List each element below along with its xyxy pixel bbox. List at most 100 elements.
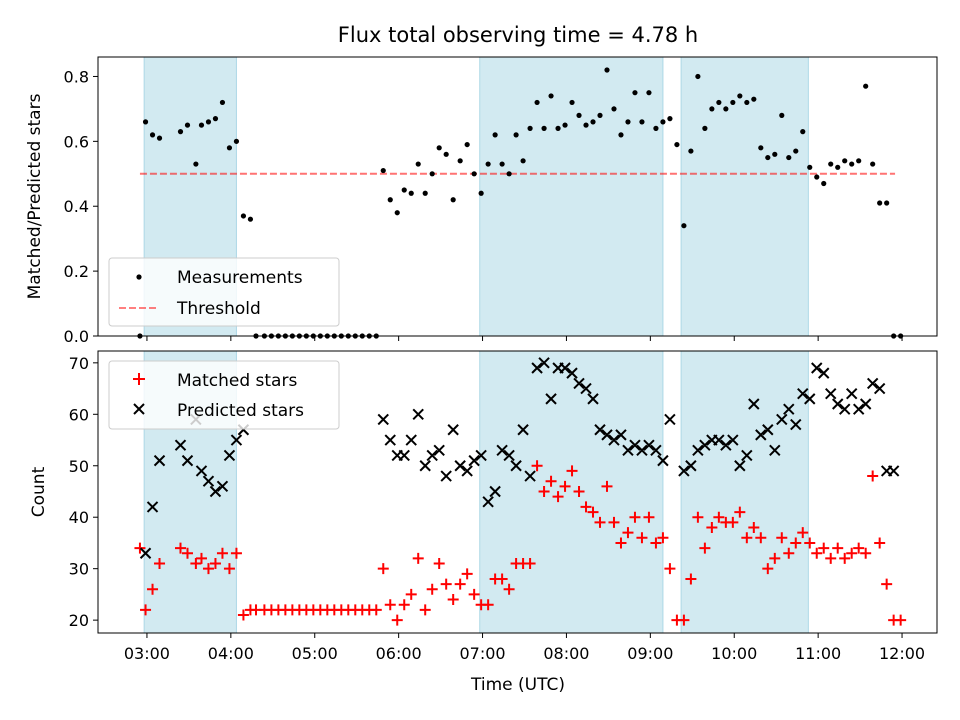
matched-star-point	[860, 547, 872, 559]
measurement-point	[814, 174, 820, 180]
matched-star-point	[790, 537, 802, 549]
predicted-star-point	[531, 362, 543, 374]
predicted-star-point	[608, 434, 620, 446]
matched-star-point	[566, 465, 578, 477]
matched-star-point	[175, 542, 187, 554]
matched-star-point	[134, 542, 146, 554]
measurement-point	[408, 190, 414, 196]
measurement-point	[429, 171, 435, 177]
matched-star-point	[384, 599, 396, 611]
observing-interval-shade	[479, 350, 664, 634]
matched-star-point	[552, 491, 564, 503]
top-x-ticks	[146, 336, 903, 341]
predicted-star-point	[762, 424, 774, 436]
legend-measurements-marker	[136, 274, 142, 280]
matched-star-point	[755, 532, 767, 544]
measurement-point	[807, 164, 813, 170]
measurement-point	[534, 99, 540, 106]
matched-star-point	[650, 537, 662, 549]
predicted-star-point	[146, 501, 159, 513]
predicted-star-point	[594, 424, 606, 436]
measurement-point	[751, 96, 757, 102]
predicted-star-point	[629, 439, 641, 451]
measurement-point	[380, 167, 386, 174]
matched-star-point	[804, 537, 816, 549]
measurement-point	[744, 99, 750, 106]
predicted-star-point	[545, 393, 557, 405]
measurement-point	[737, 93, 743, 99]
predicted-star-point	[664, 413, 676, 426]
measurement-point	[415, 161, 421, 167]
predicted-star-point	[524, 470, 536, 482]
predicted-star-point	[517, 424, 529, 436]
x-tick-label: 11:00	[795, 644, 841, 663]
predicted-star-point	[692, 444, 704, 457]
matched-star-point	[426, 583, 438, 595]
matched-star-point	[636, 532, 648, 544]
predicted-star-point	[650, 444, 662, 457]
predicted-star-point	[209, 485, 222, 498]
measurement-point	[772, 151, 778, 157]
predicted-star-point	[580, 382, 592, 395]
y-tick-label: 30	[69, 560, 89, 579]
measurement-point	[758, 145, 764, 151]
predicted-star-point	[887, 465, 900, 477]
bottom-y-axis-label: Count	[29, 466, 49, 517]
matched-star-point	[412, 552, 424, 564]
matched-star-point	[468, 588, 480, 600]
predicted-star-point	[377, 413, 389, 426]
matched-star-point	[811, 547, 823, 559]
matched-star-point	[776, 532, 788, 544]
measurement-point	[394, 210, 400, 216]
measurement-point	[212, 116, 219, 122]
matched-star-point	[853, 542, 865, 554]
x-tick-label: 05:00	[292, 644, 338, 663]
measurement-point	[576, 112, 582, 118]
predicted-star-point	[216, 480, 229, 493]
predicted-star-point	[811, 362, 823, 374]
matched-star-point	[657, 532, 669, 544]
matched-star-point	[398, 599, 410, 611]
predicted-star-point	[825, 388, 837, 400]
measurement-point	[555, 125, 561, 131]
measurement-point	[667, 116, 673, 122]
measurement-point	[611, 106, 617, 112]
measurement-point	[870, 161, 876, 167]
measurement-point	[618, 132, 624, 138]
y-tick-label: 40	[69, 508, 89, 527]
measurement-point	[800, 129, 806, 135]
matched-star-point	[769, 552, 781, 564]
top-legend-box	[108, 257, 340, 327]
matched-star-point	[678, 614, 690, 626]
measurement-point	[387, 197, 393, 203]
predicted-star-point	[440, 470, 452, 482]
matched-star-point	[580, 501, 592, 513]
predicted-star-point	[384, 434, 396, 446]
measurement-point	[184, 122, 191, 128]
measurement-point	[653, 125, 659, 131]
observing-interval-shade	[479, 56, 664, 337]
matched-star-point	[727, 516, 739, 528]
predicted-star-point	[489, 485, 501, 498]
predicted-star-point	[405, 434, 417, 446]
predicted-star-point	[657, 454, 669, 467]
measurement-point	[590, 119, 596, 125]
matched-star-point	[559, 480, 571, 492]
predicted-star-point	[643, 439, 655, 451]
bottom-x-ticks: 03:00 04:00 05:00 06:00 07:00 08:00 09:00 10:00…	[124, 633, 925, 663]
measurement-point	[149, 132, 156, 138]
x-tick-label: 10:00	[711, 644, 757, 663]
measurement-point	[485, 161, 491, 167]
predicted-star-point	[398, 449, 410, 462]
matched-star-point	[461, 568, 473, 580]
predicted-star-point	[755, 429, 767, 441]
measurement-point	[471, 171, 477, 177]
measurement-point	[730, 99, 736, 106]
matched-star-point	[601, 480, 613, 492]
measurement-point	[779, 112, 785, 118]
predicted-star-point	[859, 398, 872, 410]
predicted-star-point	[636, 444, 648, 457]
measurement-point	[583, 122, 589, 128]
measurement-point	[422, 190, 428, 196]
legend-predicted-marker	[133, 403, 145, 415]
